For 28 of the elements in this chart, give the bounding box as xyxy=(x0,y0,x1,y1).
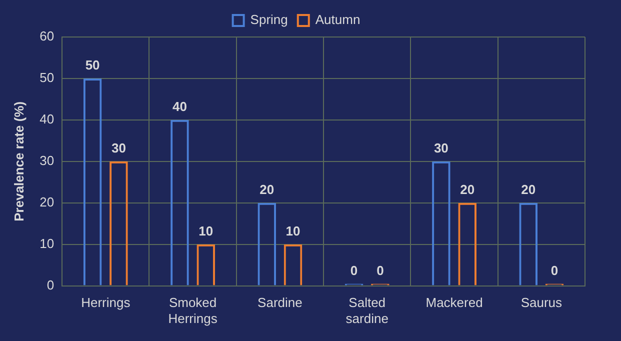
data-label: 10 xyxy=(286,223,300,238)
x-tick-label: Herrings xyxy=(81,295,131,310)
x-tick-label: Mackered xyxy=(426,295,483,310)
data-label: 0 xyxy=(550,262,558,278)
data-label: 20 xyxy=(521,182,536,197)
data-label: 50 xyxy=(85,58,100,73)
x-tick-label: Sardine xyxy=(258,295,302,310)
y-axis-title: Prevalence rate (%) xyxy=(11,101,26,222)
x-tick-label: Smoked Herrings xyxy=(168,295,218,326)
data-label: 20 xyxy=(260,182,274,197)
x-tick-label: Salted sardine xyxy=(346,295,388,326)
y-tick-label: 0 xyxy=(46,277,54,292)
y-tick-label: 60 xyxy=(40,28,54,44)
y-tick-label: 50 xyxy=(40,70,54,86)
data-label: 20 xyxy=(460,182,475,197)
data-label: 40 xyxy=(172,99,187,114)
legend-label: Autumn xyxy=(315,12,360,28)
x-tick-label: Saurus xyxy=(520,295,563,310)
y-tick-label: 40 xyxy=(40,112,54,127)
data-label: 30 xyxy=(111,140,126,156)
data-label: 0 xyxy=(350,262,358,278)
y-tick-label: 30 xyxy=(40,152,54,168)
legend-label: Spring xyxy=(250,12,288,28)
data-label: 10 xyxy=(198,223,214,238)
data-label: 30 xyxy=(434,140,448,156)
y-tick-label: 10 xyxy=(40,236,54,251)
y-tick-label: 20 xyxy=(40,194,54,210)
data-label: 0 xyxy=(376,262,384,278)
